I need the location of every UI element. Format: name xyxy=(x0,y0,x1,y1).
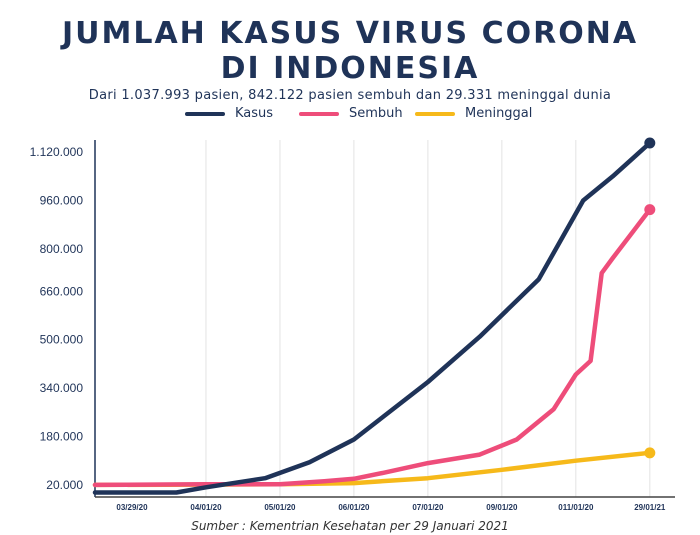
x-tick-label: 29/01/21 xyxy=(634,503,666,512)
x-tick-label: 05/01/20 xyxy=(264,503,296,512)
x-tick-label: 06/01/20 xyxy=(338,503,370,512)
legend-swatch-sembuh xyxy=(299,111,339,116)
chart-title-line1: JUMLAH KASUS VIRUS CORONA xyxy=(61,16,639,51)
chart-legend: Kasus Sembuh Meninggal xyxy=(0,106,700,124)
source-note: Sumber : Kementrian Kesehatan per 29 Jan… xyxy=(191,519,509,533)
x-tick-label: 011/01/20 xyxy=(558,503,594,512)
y-tick-label: 1.120.000 xyxy=(30,145,84,159)
y-tick-label: 340.000 xyxy=(40,381,84,395)
y-tick-label: 960.000 xyxy=(40,194,84,208)
legend-label-kasus: Kasus xyxy=(235,106,274,121)
y-tick-label: 180.000 xyxy=(40,429,84,443)
y-tick-label: 500.000 xyxy=(40,333,84,347)
series-line-sembuh xyxy=(92,207,653,488)
legend-item-meninggal: Meninggal xyxy=(415,106,532,121)
chart-subtitle: Dari 1.037.993 pasien, 842.122 pasien se… xyxy=(88,88,612,103)
series-line-kasus xyxy=(92,140,653,495)
x-tick-label: 03/29/20 xyxy=(116,503,148,512)
chart-title-line2: DI INDONESIA xyxy=(220,51,480,86)
legend-label-meninggal: Meninggal xyxy=(465,106,533,121)
legend-swatch-kasus xyxy=(185,111,225,116)
x-tick-label: 09/01/20 xyxy=(486,503,518,512)
x-tick-label: 04/01/20 xyxy=(190,503,222,512)
y-tick-label: 800.000 xyxy=(40,242,84,256)
legend-label-sembuh: Sembuh xyxy=(349,106,403,121)
x-tick-label: 07/01/20 xyxy=(412,503,444,512)
legend-item-kasus: Kasus xyxy=(185,106,273,121)
legend-item-sembuh: Sembuh xyxy=(299,106,403,121)
y-tick-label: 660.000 xyxy=(40,284,84,298)
series-end-point-meninggal xyxy=(644,447,656,459)
y-tick-label: 20.000 xyxy=(46,478,83,492)
series-line-meninggal xyxy=(92,450,653,488)
series-end-point-sembuh xyxy=(644,204,656,216)
legend-swatch-meninggal xyxy=(415,111,455,116)
series-end-point-kasus xyxy=(644,137,656,149)
